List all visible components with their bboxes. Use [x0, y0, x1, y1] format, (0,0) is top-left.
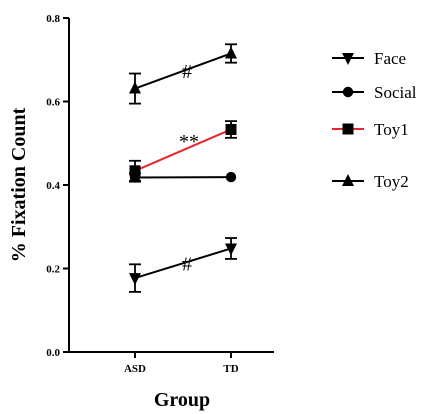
- legend-label-toy2: Toy2: [374, 172, 409, 191]
- y-tick-label: 0.4: [46, 180, 60, 192]
- series-social: [129, 171, 237, 183]
- x-ticks: ASD TD: [124, 352, 239, 375]
- marker-toy2: [225, 46, 237, 59]
- x-tick-label: TD: [223, 363, 238, 375]
- significance-marker: #: [182, 253, 192, 275]
- legend-item-toy1: Toy1: [332, 120, 409, 139]
- legend-marker-social: [342, 86, 354, 98]
- x-tick-label: ASD: [124, 363, 146, 375]
- y-axis-title: % Fixation Count: [8, 107, 30, 262]
- series-toy1: [129, 120, 237, 182]
- legend-item-toy2: Toy2: [332, 172, 409, 191]
- legend-label-face: Face: [374, 49, 406, 68]
- series-line-face: [134, 247, 232, 280]
- y-tick-label: 0.0: [46, 347, 60, 359]
- series-line-toy2: [134, 52, 232, 90]
- legend-label-toy1: Toy1: [374, 120, 409, 139]
- series-toy2: [129, 43, 237, 105]
- legend-item-face: Face: [332, 49, 406, 68]
- significance-marker: **: [179, 131, 199, 153]
- legend-marker-toy1: [342, 123, 354, 135]
- marker-toy2: [129, 81, 141, 94]
- series-layer: [129, 43, 237, 293]
- legend-label-social: Social: [374, 83, 417, 102]
- marker-toy1: [225, 123, 237, 135]
- y-tick-label: 0.6: [46, 97, 60, 109]
- legend-item-social: Social: [332, 83, 417, 102]
- legend-marker-face: [342, 53, 354, 65]
- significance-marker: #: [182, 61, 192, 83]
- legend-marker-toy2: [342, 174, 354, 186]
- legend: Face Social Toy1 Toy2: [332, 49, 417, 191]
- marker-face: [129, 273, 141, 286]
- marker-face: [225, 243, 237, 256]
- y-tick-label: 0.8: [46, 13, 60, 25]
- series-line-toy1: [134, 128, 232, 172]
- marker-toy1: [129, 165, 141, 177]
- y-tick-label: 0.2: [46, 264, 60, 276]
- marker-social: [225, 171, 237, 183]
- series-face: [129, 237, 237, 293]
- y-ticks: 0.0 0.2 0.4 0.6 0.8: [46, 13, 69, 359]
- x-axis-title: Group: [154, 389, 210, 411]
- annotation-layer: # ** #: [179, 61, 199, 275]
